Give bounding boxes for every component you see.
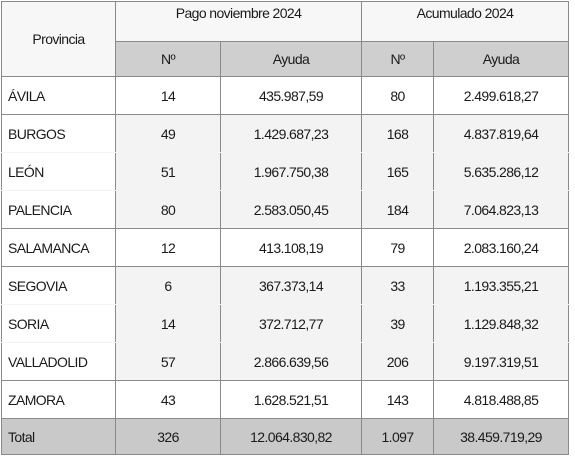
cell-ayuda2: 4.837.819,64: [433, 114, 569, 153]
cell-n2: 33: [361, 266, 434, 305]
cell-n1: 6: [115, 266, 221, 305]
table-row: ÁVILA 14 435.987,59 80 2.499.618,27: [1, 76, 569, 115]
cell-ayuda2: 1.129.848,32: [433, 304, 569, 343]
table-row: VALLADOLID 57 2.866.639,56 206 9.197.319…: [1, 342, 569, 381]
cell-provincia: ZAMORA: [1, 380, 116, 419]
total-ayuda2: 38.459.719,29: [433, 418, 569, 455]
cell-provincia: VALLADOLID: [1, 342, 116, 381]
cell-provincia: BURGOS: [1, 114, 116, 153]
cell-ayuda1: 1.967.750,38: [220, 152, 362, 191]
header-n1: Nº: [115, 41, 221, 77]
header-row-columns: Nº Ayuda Nº Ayuda: [2, 41, 569, 77]
table-row: ZAMORA 43 1.628.521,51 143 4.818.488,85: [1, 380, 569, 419]
cell-n1: 51: [115, 152, 221, 191]
cell-n2: 79: [361, 228, 434, 267]
cell-ayuda1: 1.628.521,51: [220, 380, 362, 419]
total-ayuda1: 12.064.830,82: [220, 418, 362, 455]
total-label: Total: [1, 418, 116, 455]
cell-n1: 49: [115, 114, 221, 153]
cell-ayuda2: 5.635.286,12: [433, 152, 569, 191]
cell-ayuda1: 2.583.050,45: [220, 190, 362, 229]
cell-n1: 12: [115, 228, 221, 267]
cell-n2: 168: [361, 114, 434, 153]
cell-n1: 14: [115, 76, 221, 115]
cell-provincia: SALAMANCA: [1, 228, 116, 267]
cell-provincia: SEGOVIA: [1, 266, 116, 305]
cell-ayuda1: 1.429.687,23: [220, 114, 362, 153]
header-ayuda2: Ayuda: [433, 41, 569, 77]
total-n1: 326: [115, 418, 221, 455]
cell-ayuda1: 2.866.639,56: [220, 342, 362, 381]
cell-ayuda1: 435.987,59: [220, 76, 362, 115]
table-row: SORIA 14 372.712,77 39 1.129.848,32: [1, 304, 569, 343]
cell-n2: 143: [361, 380, 434, 419]
cell-ayuda1: 413.108,19: [220, 228, 362, 267]
cell-ayuda1: 367.373,14: [220, 266, 362, 305]
cell-ayuda2: 1.193.355,21: [433, 266, 569, 305]
cell-provincia: SORIA: [1, 304, 116, 343]
cell-n2: 184: [361, 190, 434, 229]
cell-n1: 14: [115, 304, 221, 343]
cell-n2: 165: [361, 152, 434, 191]
header-provincia: Provincia: [1, 1, 116, 77]
cell-ayuda2: 2.083.160,24: [433, 228, 569, 267]
cell-n2: 206: [361, 342, 434, 381]
payments-table: Provincia Pago noviembre 2024 Acumulado …: [1, 1, 569, 455]
cell-ayuda2: 7.064.823,13: [433, 190, 569, 229]
cell-ayuda1: 372.712,77: [220, 304, 362, 343]
cell-n1: 43: [115, 380, 221, 419]
cell-n2: 39: [361, 304, 434, 343]
total-row: Total 326 12.064.830,82 1.097 38.459.719…: [1, 418, 569, 455]
cell-n1: 57: [115, 342, 221, 381]
total-n2: 1.097: [361, 418, 434, 455]
cell-n1: 80: [115, 190, 221, 229]
header-n2: Nº: [361, 41, 434, 77]
header-ayuda1: Ayuda: [220, 41, 362, 77]
header-acumulado: Acumulado 2024: [361, 1, 569, 42]
cell-provincia: LEÓN: [1, 152, 116, 191]
table-row: SEGOVIA 6 367.373,14 33 1.193.355,21: [1, 266, 569, 305]
cell-provincia: PALENCIA: [1, 190, 116, 229]
table-row: BURGOS 49 1.429.687,23 168 4.837.819,64: [1, 114, 569, 153]
cell-ayuda2: 4.818.488,85: [433, 380, 569, 419]
cell-n2: 80: [361, 76, 434, 115]
cell-provincia: ÁVILA: [1, 76, 116, 115]
header-pago-noviembre: Pago noviembre 2024: [115, 1, 362, 42]
header-row-groups: Provincia Pago noviembre 2024 Acumulado …: [1, 1, 569, 77]
table-row: LEÓN 51 1.967.750,38 165 5.635.286,12: [1, 152, 569, 191]
table-row: PALENCIA 80 2.583.050,45 184 7.064.823,1…: [1, 190, 569, 229]
cell-ayuda2: 9.197.319,51: [433, 342, 569, 381]
cell-ayuda2: 2.499.618,27: [433, 76, 569, 115]
table-row: SALAMANCA 12 413.108,19 79 2.083.160,24: [1, 228, 569, 267]
